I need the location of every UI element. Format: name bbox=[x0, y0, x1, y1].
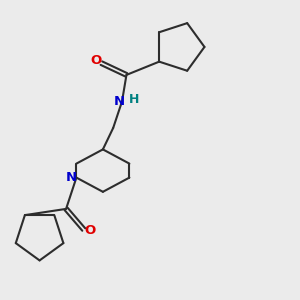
Text: N: N bbox=[65, 171, 77, 184]
Text: O: O bbox=[85, 224, 96, 238]
Text: N: N bbox=[114, 95, 125, 108]
Text: O: O bbox=[91, 54, 102, 67]
Text: H: H bbox=[129, 93, 140, 106]
